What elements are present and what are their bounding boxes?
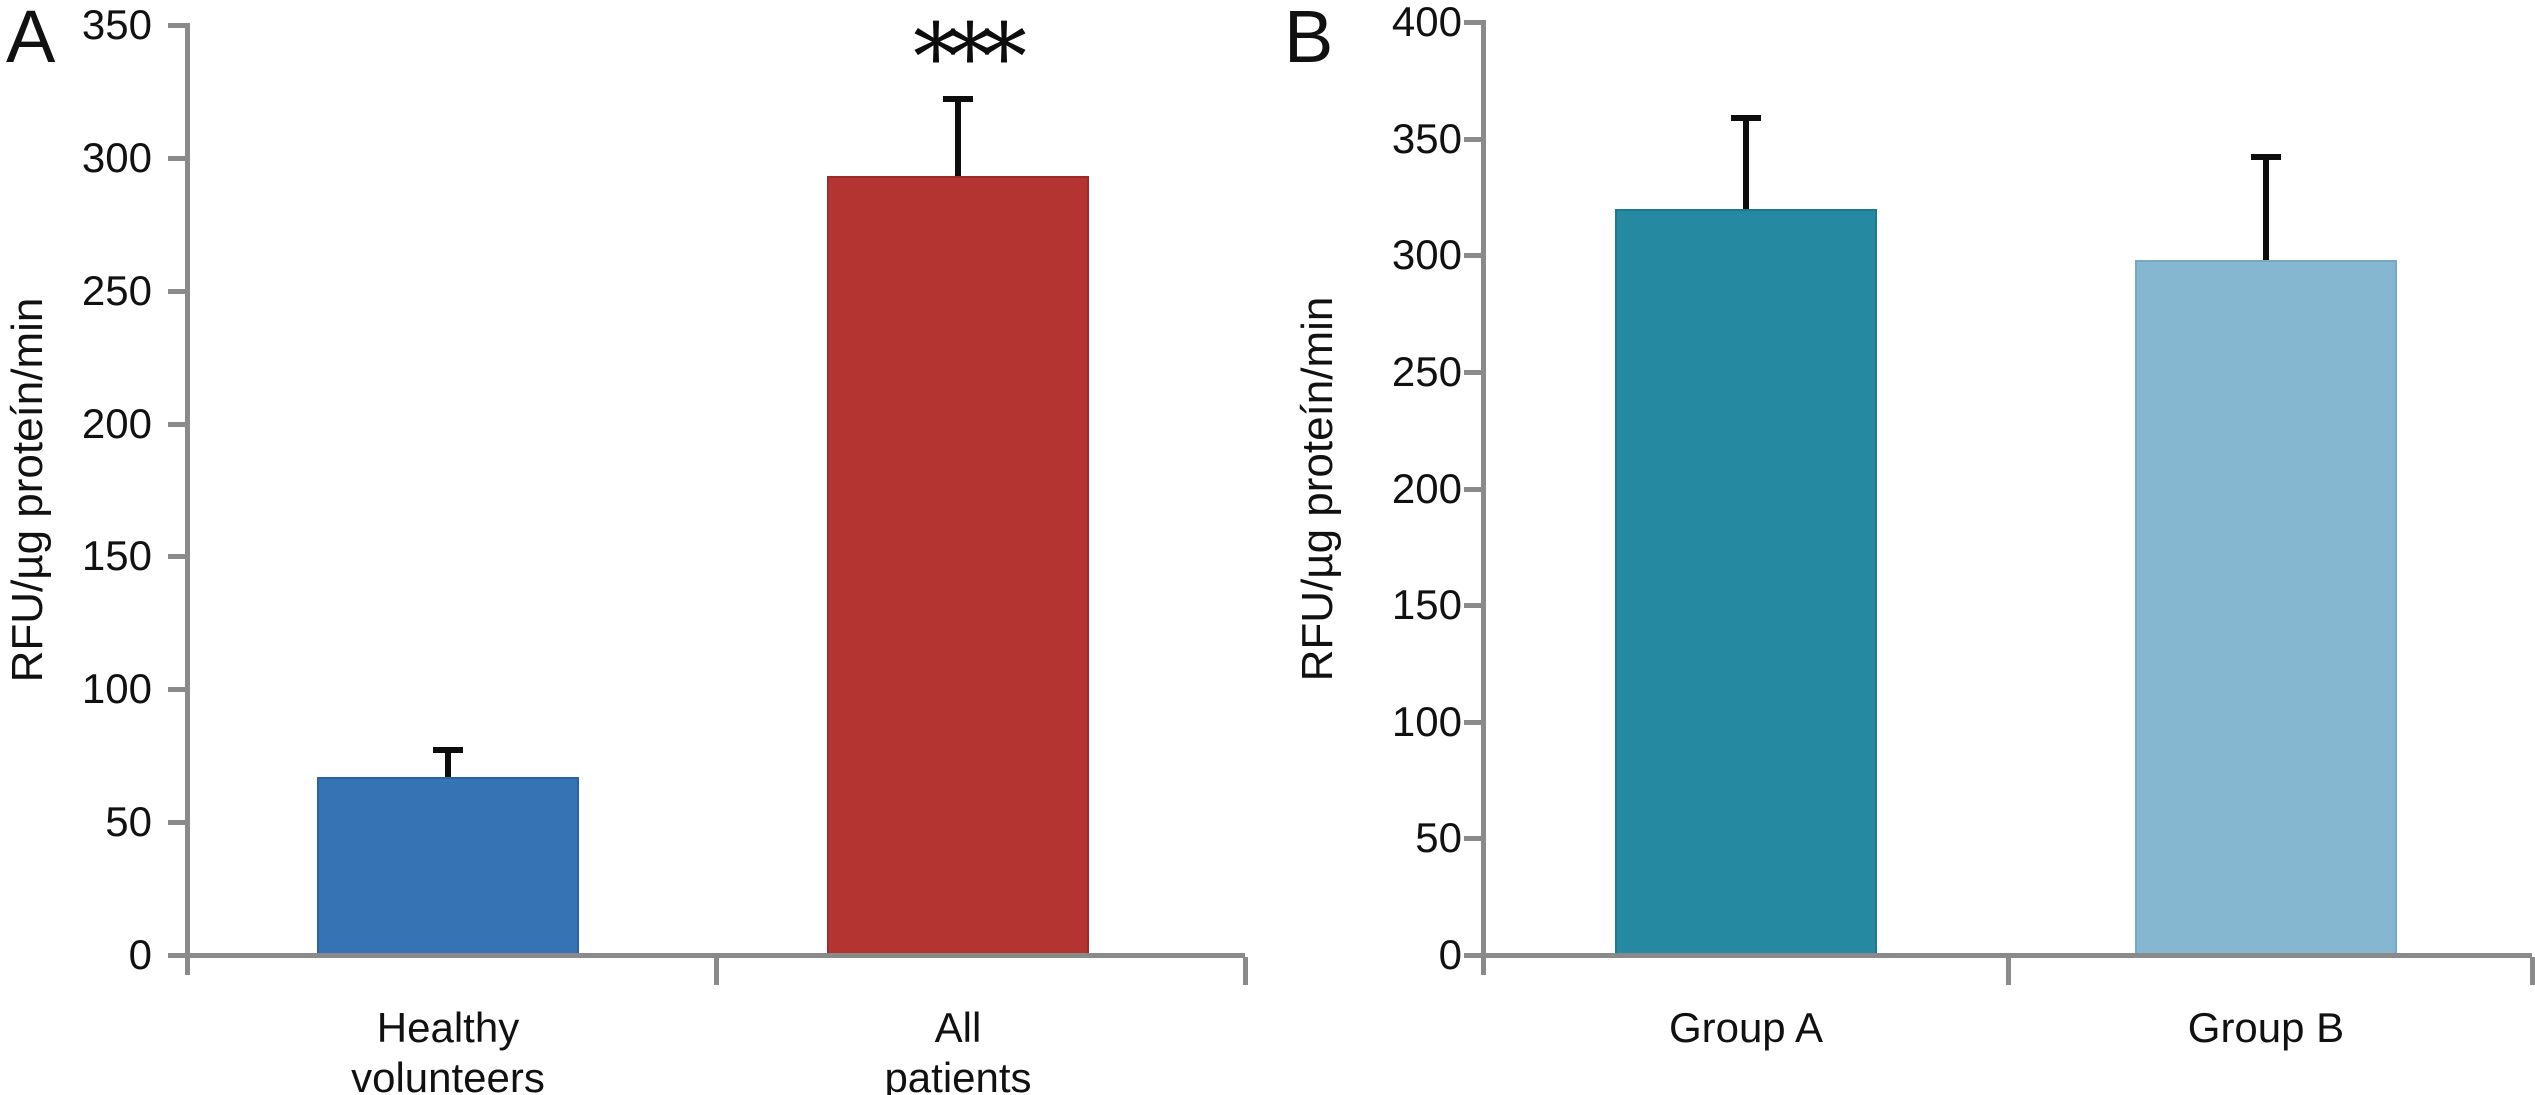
panel-a-error-bar-cap-2	[943, 96, 973, 103]
panel-b-y-tick-label: 200	[1391, 464, 1462, 512]
panel-b-y-tick-label: 400	[1391, 0, 1462, 45]
panel-a-y-tick	[168, 687, 187, 693]
panel-a-y-tick-label: 250	[81, 266, 152, 314]
panel-b-error-bar-line-2	[2263, 157, 2269, 260]
panel-b-y-tick	[1464, 136, 1483, 142]
panel-b-x-tick	[2530, 957, 2535, 985]
panel-b-y-tick	[1464, 20, 1483, 25]
panel-b-x-tick	[2006, 957, 2011, 985]
panel-b-bar-2	[2135, 259, 2397, 957]
panel-a-y-tick-label: 100	[81, 665, 152, 713]
panel-b-y-tick-label: 250	[1391, 347, 1462, 395]
panel-a-bar-2	[827, 176, 1089, 957]
panel-a-y-tick	[168, 155, 187, 161]
panel-b-y-tick	[1464, 953, 1483, 958]
panel-b-y-tick-label: 300	[1391, 231, 1462, 279]
panel-a-y-axis-line	[185, 23, 190, 975]
panel-a-y-tick	[168, 421, 187, 427]
panel-a-y-tick-label: 150	[81, 532, 152, 580]
panel-b-y-tick-label: 150	[1391, 581, 1462, 629]
panel-a-error-bar-cap-1	[433, 747, 463, 754]
panel-a-y-tick	[168, 23, 187, 28]
panel-a-category-label-2: All patients	[884, 1004, 1032, 1095]
panel-a-label: A	[6, 0, 56, 78]
panel-b-y-tick-label: 0	[1438, 931, 1462, 978]
panel-b-y-tick	[1464, 603, 1483, 609]
panel-a-y-tick-label: 0	[128, 931, 152, 978]
panel-a-y-tick-label: 200	[81, 399, 152, 447]
panel-a-x-tick	[1243, 957, 1248, 985]
panel-b-y-tick	[1464, 369, 1483, 375]
panel-a-x-tick	[714, 957, 719, 985]
panel-b-y-tick-label: 350	[1391, 114, 1462, 162]
panel-b-x-axis-line	[1483, 953, 2532, 958]
panel-b-y-tick	[1464, 836, 1483, 842]
panel-a-x-axis-line	[187, 953, 1245, 958]
panel-b-y-tick	[1464, 486, 1483, 492]
panel-b-y-tick	[1464, 253, 1483, 259]
panel-a-category-label-1: Healthy volunteers	[351, 1004, 545, 1095]
panel-b-category-label-1: Group A	[1668, 1004, 1824, 1051]
panel-b-error-bar-cap-2	[2251, 154, 2281, 161]
panel-b-y-tick-label: 100	[1391, 697, 1462, 745]
panel-a-y-tick	[168, 820, 187, 826]
panel-b-y-tick	[1464, 719, 1483, 725]
panel-b-error-bar-line-1	[1743, 117, 1749, 209]
panel-b-y-axis-line	[1481, 20, 1486, 975]
panel-b-bar-1	[1615, 208, 1877, 957]
panel-b-category-label-2: Group B	[2187, 1004, 2345, 1051]
panel-a-y-tick	[168, 953, 187, 958]
panel-b-error-bar-cap-1	[1731, 114, 1761, 121]
panel-b-y-tick-label: 50	[1415, 814, 1462, 862]
panel-a-y-tick-label: 300	[81, 133, 152, 181]
panel-a-bar-1	[317, 776, 579, 957]
panel-a-y-tick	[168, 288, 187, 294]
panel-b-y-axis-title: RFU/µg proteín/min	[1293, 296, 1342, 681]
panel-a-error-bar-line-1	[445, 750, 451, 777]
panel-a-error-bar-line-2	[955, 99, 961, 177]
panel-a-y-tick	[168, 554, 187, 560]
panel-a-y-tick-label: 350	[81, 1, 152, 48]
panel-b-label: B	[1284, 0, 1334, 78]
panel-a-significance-marker: ***	[913, 4, 1027, 111]
panel-a-y-tick-label: 50	[105, 798, 152, 846]
